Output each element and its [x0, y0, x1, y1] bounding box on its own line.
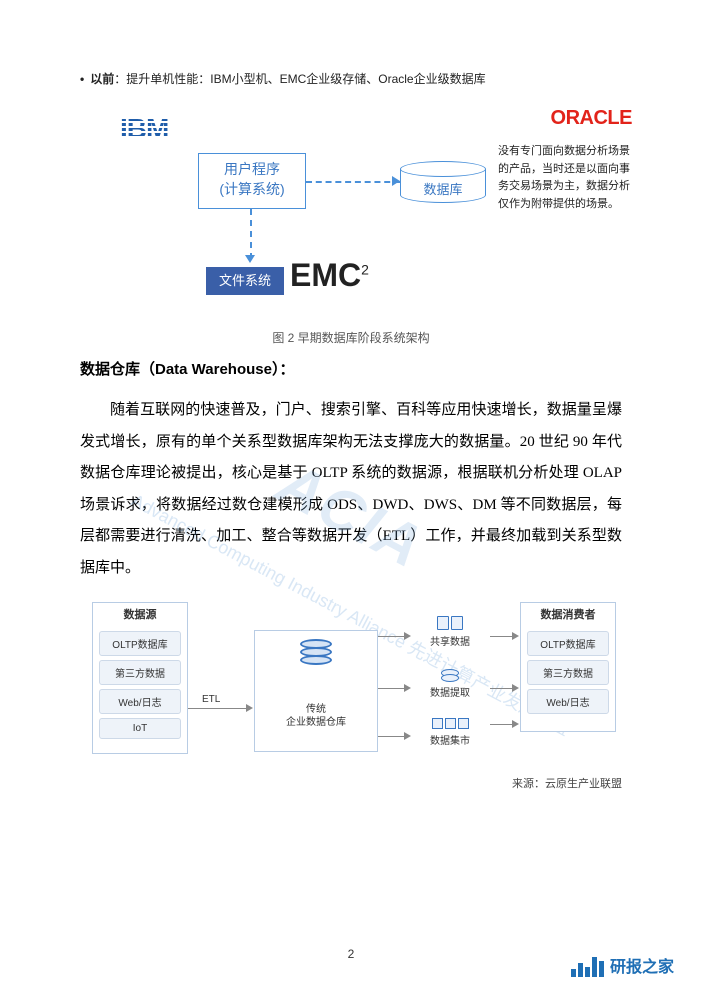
warehouse-panel: 传统 企业数据仓库: [254, 630, 378, 752]
arrow-r3-cons: [490, 724, 514, 725]
arrow-head-to-db: [392, 176, 400, 186]
arrow-dw-r2: [378, 688, 406, 689]
arrow-src-to-dw: [188, 708, 248, 709]
extract-label: 数据提取: [410, 683, 490, 701]
warehouse-icon: [294, 637, 338, 669]
db-label: 数据库: [400, 179, 486, 198]
oracle-logo: ORACLE: [551, 107, 632, 130]
extract-group: 数据提取: [410, 668, 490, 701]
chip-3rdparty: 第三方数据: [99, 660, 181, 685]
data-source-title: 数据源: [93, 603, 187, 627]
figure-1-caption: 图 2 早期数据库阶段系统架构: [80, 329, 622, 346]
footer-bars-icon: [571, 953, 604, 977]
data-source-panel: 数据源 OLTP数据库 第三方数据 Web/日志 IoT: [92, 602, 188, 754]
figure-1: IBM ORACLE 用户程序 (计算系统) 数据库 没有专门面向数据分析场景的…: [80, 105, 622, 325]
arrow-r2-cons: [490, 688, 514, 689]
user-program-box: 用户程序 (计算系统): [198, 153, 306, 209]
arrow-head-r3-cons: [512, 720, 519, 728]
shared-data-group: 共享数据: [410, 614, 490, 650]
file-system-box: 文件系统: [206, 267, 284, 295]
chip-c-3rd: 第三方数据: [527, 660, 609, 685]
figure-2: 数据源 OLTP数据库 第三方数据 Web/日志 IoT ETL 传统 企业数据…: [80, 596, 622, 771]
footer-logo: 研报之家: [571, 953, 674, 977]
arrow-head-to-file: [245, 255, 255, 263]
bullet-label: 以前: [90, 72, 114, 86]
consumers-title: 数据消费者: [521, 603, 615, 627]
arrow-line-to-file: [250, 209, 252, 259]
warehouse-l1: 传统: [255, 703, 377, 716]
database-cylinder: 数据库: [400, 161, 486, 207]
ibm-logo: IBM: [120, 113, 168, 145]
user-box-line2: (计算系统): [199, 180, 305, 200]
mart-icon: [410, 716, 490, 731]
body-paragraph: 随着互联网的快速普及，门户、搜索引擎、百科等应用快速增长，数据量呈爆发式增长，原…: [80, 395, 622, 584]
mart-group: 数据集市: [410, 716, 490, 749]
side-note: 没有专门面向数据分析场景的产品，当时还是以面向事务交易场景为主，数据分析仅作为附…: [498, 143, 633, 213]
extract-icon: [410, 669, 490, 682]
section-title: 数据仓库（Data Warehouse）：: [80, 358, 622, 379]
document-page: ACIA Advanced Computing Industry Allianc…: [0, 0, 702, 991]
emc-logo: EMC2: [290, 257, 369, 294]
source-attribution: 来源：云原生产业联盟: [80, 775, 622, 791]
arrow-head-r1-cons: [512, 632, 519, 640]
chip-weblog: Web/日志: [99, 689, 181, 714]
shared-data-icon: [410, 614, 490, 632]
arrow-dw-r1: [378, 636, 406, 637]
arrow-dw-r3: [378, 736, 406, 737]
arrow-head-r2-cons: [512, 684, 519, 692]
consumers-panel: 数据消费者 OLTP数据库 第三方数据 Web/日志: [520, 602, 616, 732]
bullet-sep: ：: [114, 72, 126, 86]
bullet-dot: •: [80, 72, 84, 86]
arrow-r1-cons: [490, 636, 514, 637]
chip-iot: IoT: [99, 718, 181, 739]
arrow-line-to-db: [306, 181, 400, 183]
shared-data-label: 共享数据: [410, 632, 490, 650]
arrow-head-src-to-dw: [246, 704, 253, 712]
chip-c-oltp: OLTP数据库: [527, 631, 609, 656]
chip-c-web: Web/日志: [527, 689, 609, 714]
bullet-text: 提升单机性能：IBM小型机、EMC企业级存储、Oracle企业级数据库: [126, 72, 485, 86]
etl-label: ETL: [202, 694, 220, 705]
user-box-line1: 用户程序: [199, 160, 305, 180]
warehouse-l2: 企业数据仓库: [255, 716, 377, 729]
bullet-line: • 以前：提升单机性能：IBM小型机、EMC企业级存储、Oracle企业级数据库: [80, 70, 622, 87]
mart-label: 数据集市: [410, 731, 490, 749]
chip-oltp: OLTP数据库: [99, 631, 181, 656]
footer-text: 研报之家: [610, 953, 674, 977]
